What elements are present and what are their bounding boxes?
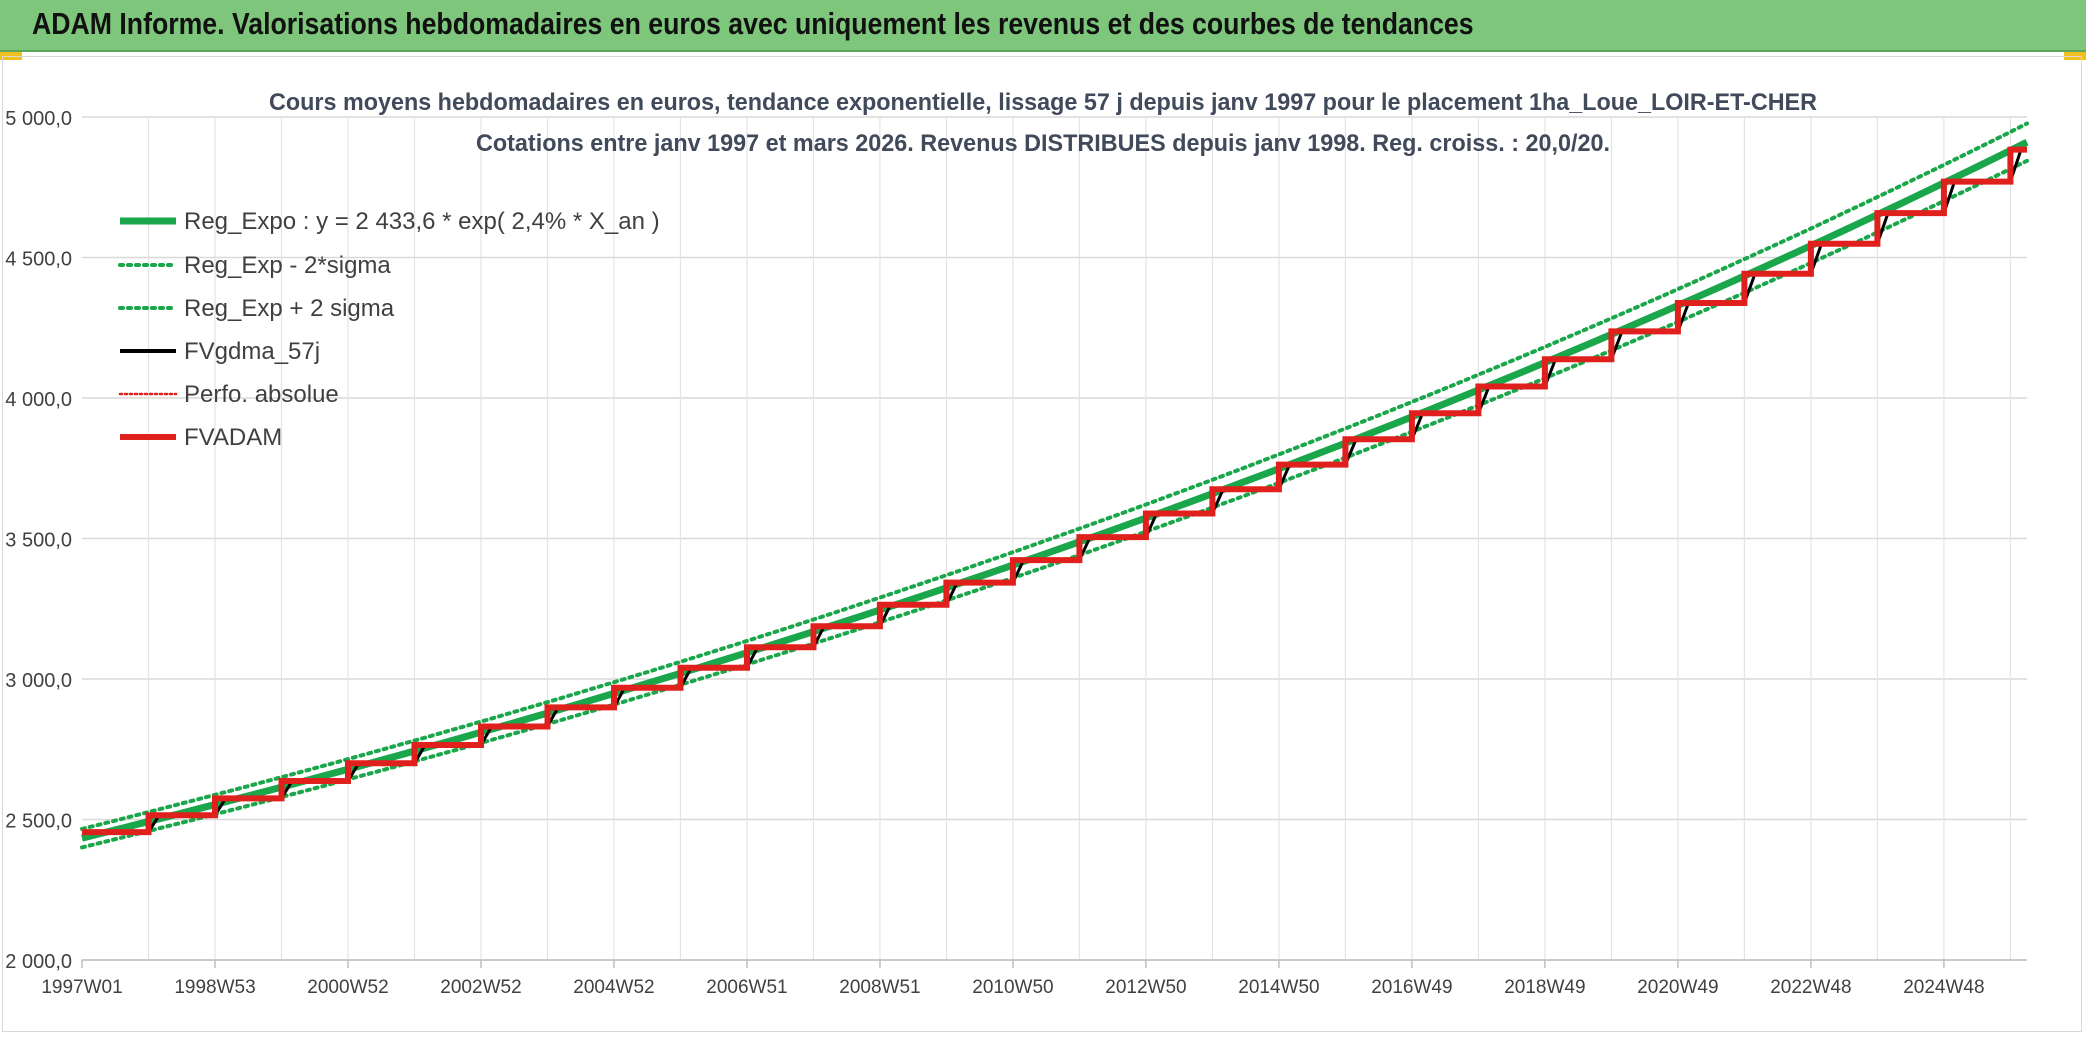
x-tick-label: 2000W52 [307, 977, 388, 998]
legend-label: FVADAM [184, 424, 282, 451]
x-tick-label: 2010W50 [972, 977, 1053, 998]
y-tick-label: 5 000,0 [5, 108, 72, 130]
x-tick-label: 2018W49 [1504, 977, 1585, 998]
x-tick-label: 2022W48 [1770, 977, 1851, 998]
x-tick-label: 2024W48 [1903, 977, 1984, 998]
x-tick-label: 2004W52 [573, 977, 654, 998]
x-tick-label: 2008W51 [839, 977, 920, 998]
x-tick-label: 1997W01 [41, 977, 122, 998]
legend: Reg_Expo : y = 2 433,6 * exp( 2,4% * X_a… [118, 208, 660, 451]
y-tick-label: 2 000,0 [5, 951, 72, 973]
x-tick-label: 2012W50 [1105, 977, 1186, 998]
legend-label: Reg_Exp - 2*sigma [184, 252, 391, 279]
x-tick-label: 2002W52 [440, 977, 521, 998]
series-perfo-absolue [82, 148, 2027, 833]
x-tick-label: 2016W49 [1371, 977, 1452, 998]
chart-title-line2: Cotations entre janv 1997 et mars 2026. … [476, 130, 1610, 157]
legend-label: Perfo. absolue [184, 381, 339, 408]
y-tick-label: 2 500,0 [5, 811, 72, 833]
y-tick-label: 3 000,0 [5, 670, 72, 692]
x-tick-label: 2014W50 [1238, 977, 1319, 998]
chart-title-line1: Cours moyens hebdomadaires en euros, ten… [269, 89, 1817, 116]
series-reg-exp-plus-2sigma [80, 121, 2029, 831]
x-tick-label: 2006W51 [706, 977, 787, 998]
page-title: ADAM Informe. Valorisations hebdomadaire… [32, 6, 1474, 41]
chart-frame [2, 56, 2082, 1032]
legend-label: FVgdma_57j [184, 338, 320, 365]
legend-label: Reg_Expo : y = 2 433,6 * exp( 2,4% * X_a… [184, 208, 660, 235]
series-reg-expo [81, 139, 2029, 842]
x-tick-label: 2020W49 [1637, 977, 1718, 998]
y-tick-label: 4 500,0 [5, 249, 72, 271]
x-tick-label: 1998W53 [174, 977, 255, 998]
y-tick-label: 4 000,0 [5, 389, 72, 411]
header-banner: ADAM Informe. Valorisations hebdomadaire… [0, 0, 2086, 52]
y-tick-label: 3 500,0 [5, 530, 72, 552]
legend-label: Reg_Exp + 2 sigma [184, 295, 395, 322]
